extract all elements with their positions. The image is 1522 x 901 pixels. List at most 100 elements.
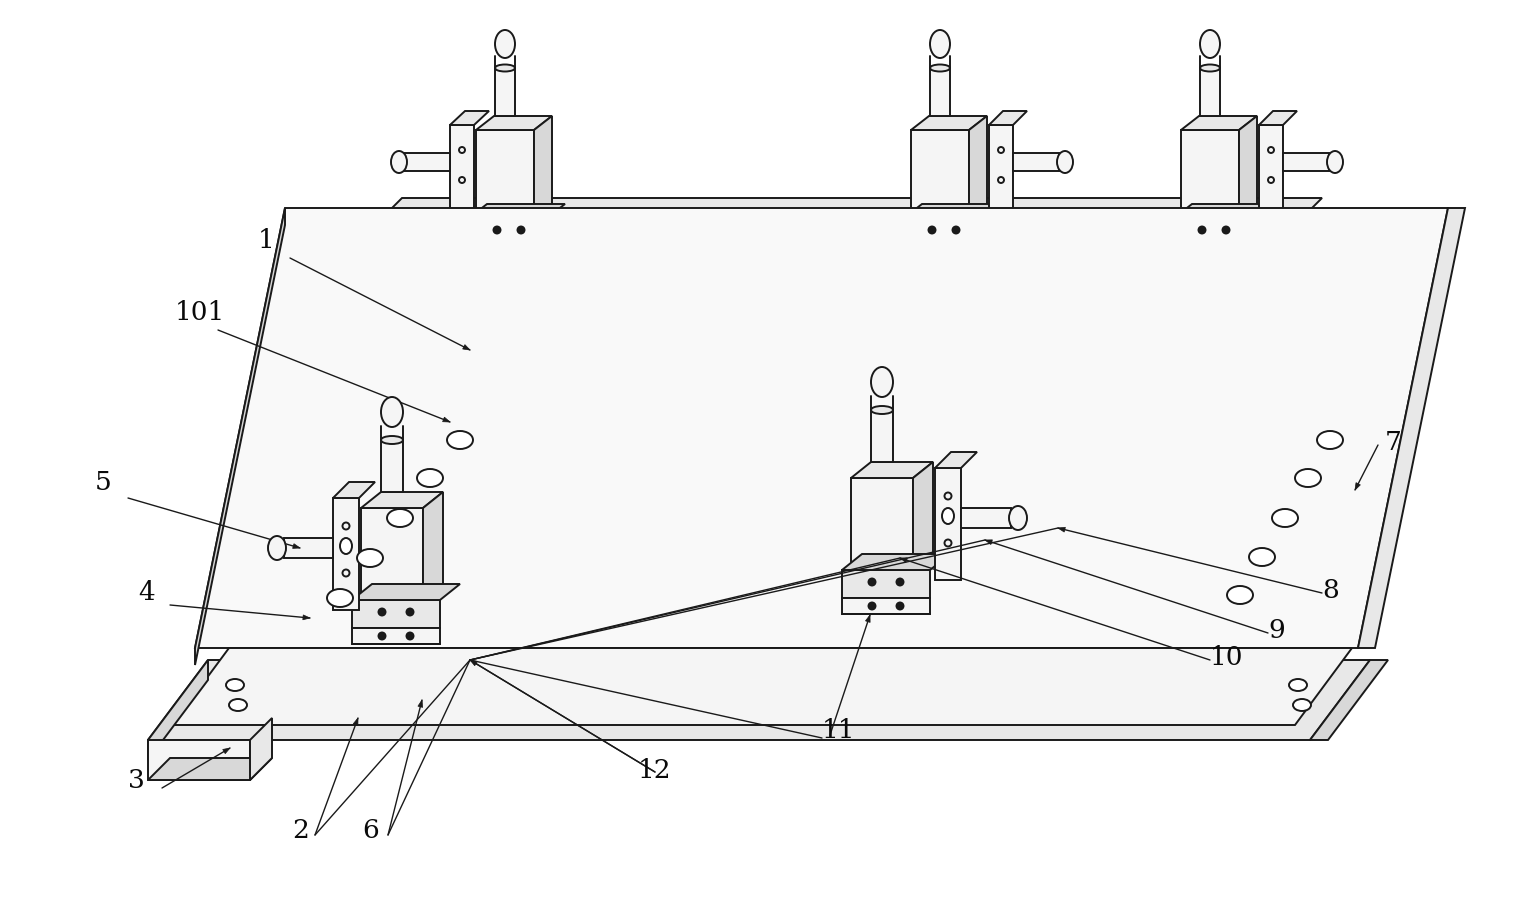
Polygon shape — [904, 204, 1000, 218]
Polygon shape — [352, 600, 440, 628]
Polygon shape — [970, 116, 986, 218]
Circle shape — [517, 226, 525, 233]
Polygon shape — [195, 208, 285, 665]
Polygon shape — [463, 345, 470, 350]
Polygon shape — [1173, 204, 1269, 218]
Circle shape — [928, 226, 936, 233]
Text: 5: 5 — [94, 470, 111, 495]
Polygon shape — [361, 508, 423, 600]
Polygon shape — [842, 570, 930, 598]
Polygon shape — [443, 417, 451, 422]
Polygon shape — [195, 208, 1447, 648]
Ellipse shape — [1327, 151, 1342, 173]
Polygon shape — [1199, 68, 1221, 116]
Polygon shape — [842, 598, 930, 614]
Polygon shape — [148, 660, 209, 760]
Polygon shape — [285, 538, 333, 558]
Polygon shape — [1181, 130, 1239, 218]
Polygon shape — [904, 218, 982, 244]
Polygon shape — [851, 478, 913, 570]
Polygon shape — [1355, 483, 1361, 490]
Text: 6: 6 — [362, 818, 379, 843]
Polygon shape — [935, 452, 977, 468]
Circle shape — [896, 603, 904, 609]
Polygon shape — [842, 554, 950, 570]
Polygon shape — [851, 462, 933, 478]
Polygon shape — [913, 462, 933, 570]
Ellipse shape — [1289, 679, 1307, 691]
Polygon shape — [495, 68, 514, 116]
Ellipse shape — [1272, 509, 1298, 527]
Polygon shape — [912, 116, 986, 130]
Text: 8: 8 — [1323, 578, 1339, 603]
Polygon shape — [250, 718, 272, 780]
Polygon shape — [390, 198, 1323, 210]
Circle shape — [406, 608, 414, 615]
Ellipse shape — [358, 549, 384, 567]
Circle shape — [1198, 226, 1205, 233]
Text: 1: 1 — [259, 228, 275, 253]
Ellipse shape — [495, 65, 514, 71]
Polygon shape — [1181, 116, 1257, 130]
Circle shape — [406, 633, 414, 640]
Circle shape — [1222, 226, 1230, 233]
Circle shape — [953, 226, 959, 233]
Polygon shape — [1310, 660, 1388, 740]
Circle shape — [379, 608, 385, 615]
Polygon shape — [353, 718, 358, 725]
Ellipse shape — [228, 699, 247, 711]
Polygon shape — [1283, 153, 1329, 171]
Circle shape — [869, 578, 875, 586]
Circle shape — [869, 603, 875, 609]
Polygon shape — [985, 540, 992, 544]
Ellipse shape — [1227, 586, 1253, 604]
Text: 2: 2 — [292, 818, 309, 843]
Polygon shape — [451, 125, 473, 223]
Ellipse shape — [225, 679, 244, 691]
Circle shape — [896, 578, 904, 586]
Polygon shape — [148, 660, 1370, 740]
Polygon shape — [476, 116, 552, 130]
Text: 3: 3 — [128, 768, 145, 793]
Polygon shape — [1014, 153, 1059, 171]
Polygon shape — [935, 468, 960, 580]
Polygon shape — [900, 558, 907, 562]
Circle shape — [493, 226, 501, 233]
Polygon shape — [469, 204, 565, 218]
Polygon shape — [1058, 527, 1065, 532]
Ellipse shape — [417, 469, 443, 487]
Ellipse shape — [380, 436, 403, 444]
Polygon shape — [292, 543, 300, 549]
Polygon shape — [222, 748, 230, 753]
Text: 4: 4 — [139, 580, 155, 605]
Ellipse shape — [1250, 548, 1275, 566]
Ellipse shape — [1295, 469, 1321, 487]
Text: 10: 10 — [1210, 645, 1243, 670]
Ellipse shape — [391, 151, 406, 173]
Ellipse shape — [495, 30, 514, 58]
Polygon shape — [333, 498, 359, 610]
Text: 9: 9 — [1268, 618, 1285, 643]
Polygon shape — [534, 116, 552, 218]
Polygon shape — [1259, 111, 1297, 125]
Ellipse shape — [1199, 65, 1221, 71]
Polygon shape — [419, 700, 423, 707]
Text: 12: 12 — [638, 758, 671, 783]
Polygon shape — [930, 68, 950, 116]
Ellipse shape — [339, 538, 352, 554]
Polygon shape — [469, 218, 546, 244]
Ellipse shape — [930, 30, 950, 58]
Polygon shape — [1259, 125, 1283, 223]
Polygon shape — [871, 410, 893, 462]
Ellipse shape — [942, 508, 954, 524]
Polygon shape — [148, 758, 272, 780]
Polygon shape — [912, 130, 970, 218]
Ellipse shape — [1199, 30, 1221, 58]
Text: 7: 7 — [1385, 430, 1402, 455]
Polygon shape — [1173, 244, 1253, 260]
Circle shape — [379, 633, 385, 640]
Ellipse shape — [387, 509, 412, 527]
Polygon shape — [989, 111, 1027, 125]
Polygon shape — [333, 482, 374, 498]
Polygon shape — [1173, 218, 1253, 244]
